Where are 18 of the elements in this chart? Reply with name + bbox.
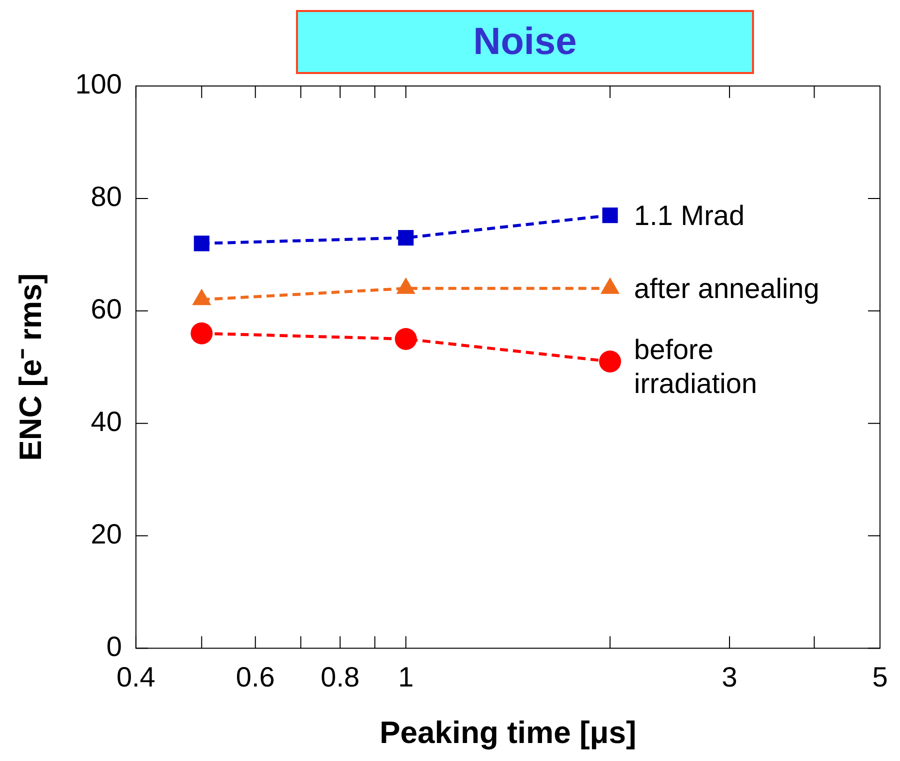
- series-label: before irradiation: [634, 334, 758, 399]
- x-axis-title: Peaking time [μs]: [380, 714, 636, 750]
- x-tick-label: 5: [872, 662, 888, 693]
- x-tick-label: 0.8: [320, 662, 360, 693]
- y-tick-label: 20: [90, 518, 122, 550]
- x-tick-label: 0.4: [116, 662, 156, 693]
- y-axis-title: ENC [e⁻ rms]: [13, 273, 48, 461]
- y-tick-label: 0: [106, 630, 122, 662]
- chart-title: Noise: [296, 10, 754, 74]
- y-tick-label: 60: [90, 294, 122, 325]
- series-label: after annealing: [634, 273, 820, 304]
- y-tick-label: 80: [90, 181, 122, 212]
- series-label: 1.1 Mrad: [634, 200, 745, 232]
- y-tick-label: 100: [75, 68, 122, 100]
- x-tick-label: 3: [722, 662, 738, 693]
- x-tick-label: 0.6: [236, 662, 275, 693]
- y-tick-label: 40: [90, 406, 122, 438]
- x-tick-label: 1: [398, 662, 414, 693]
